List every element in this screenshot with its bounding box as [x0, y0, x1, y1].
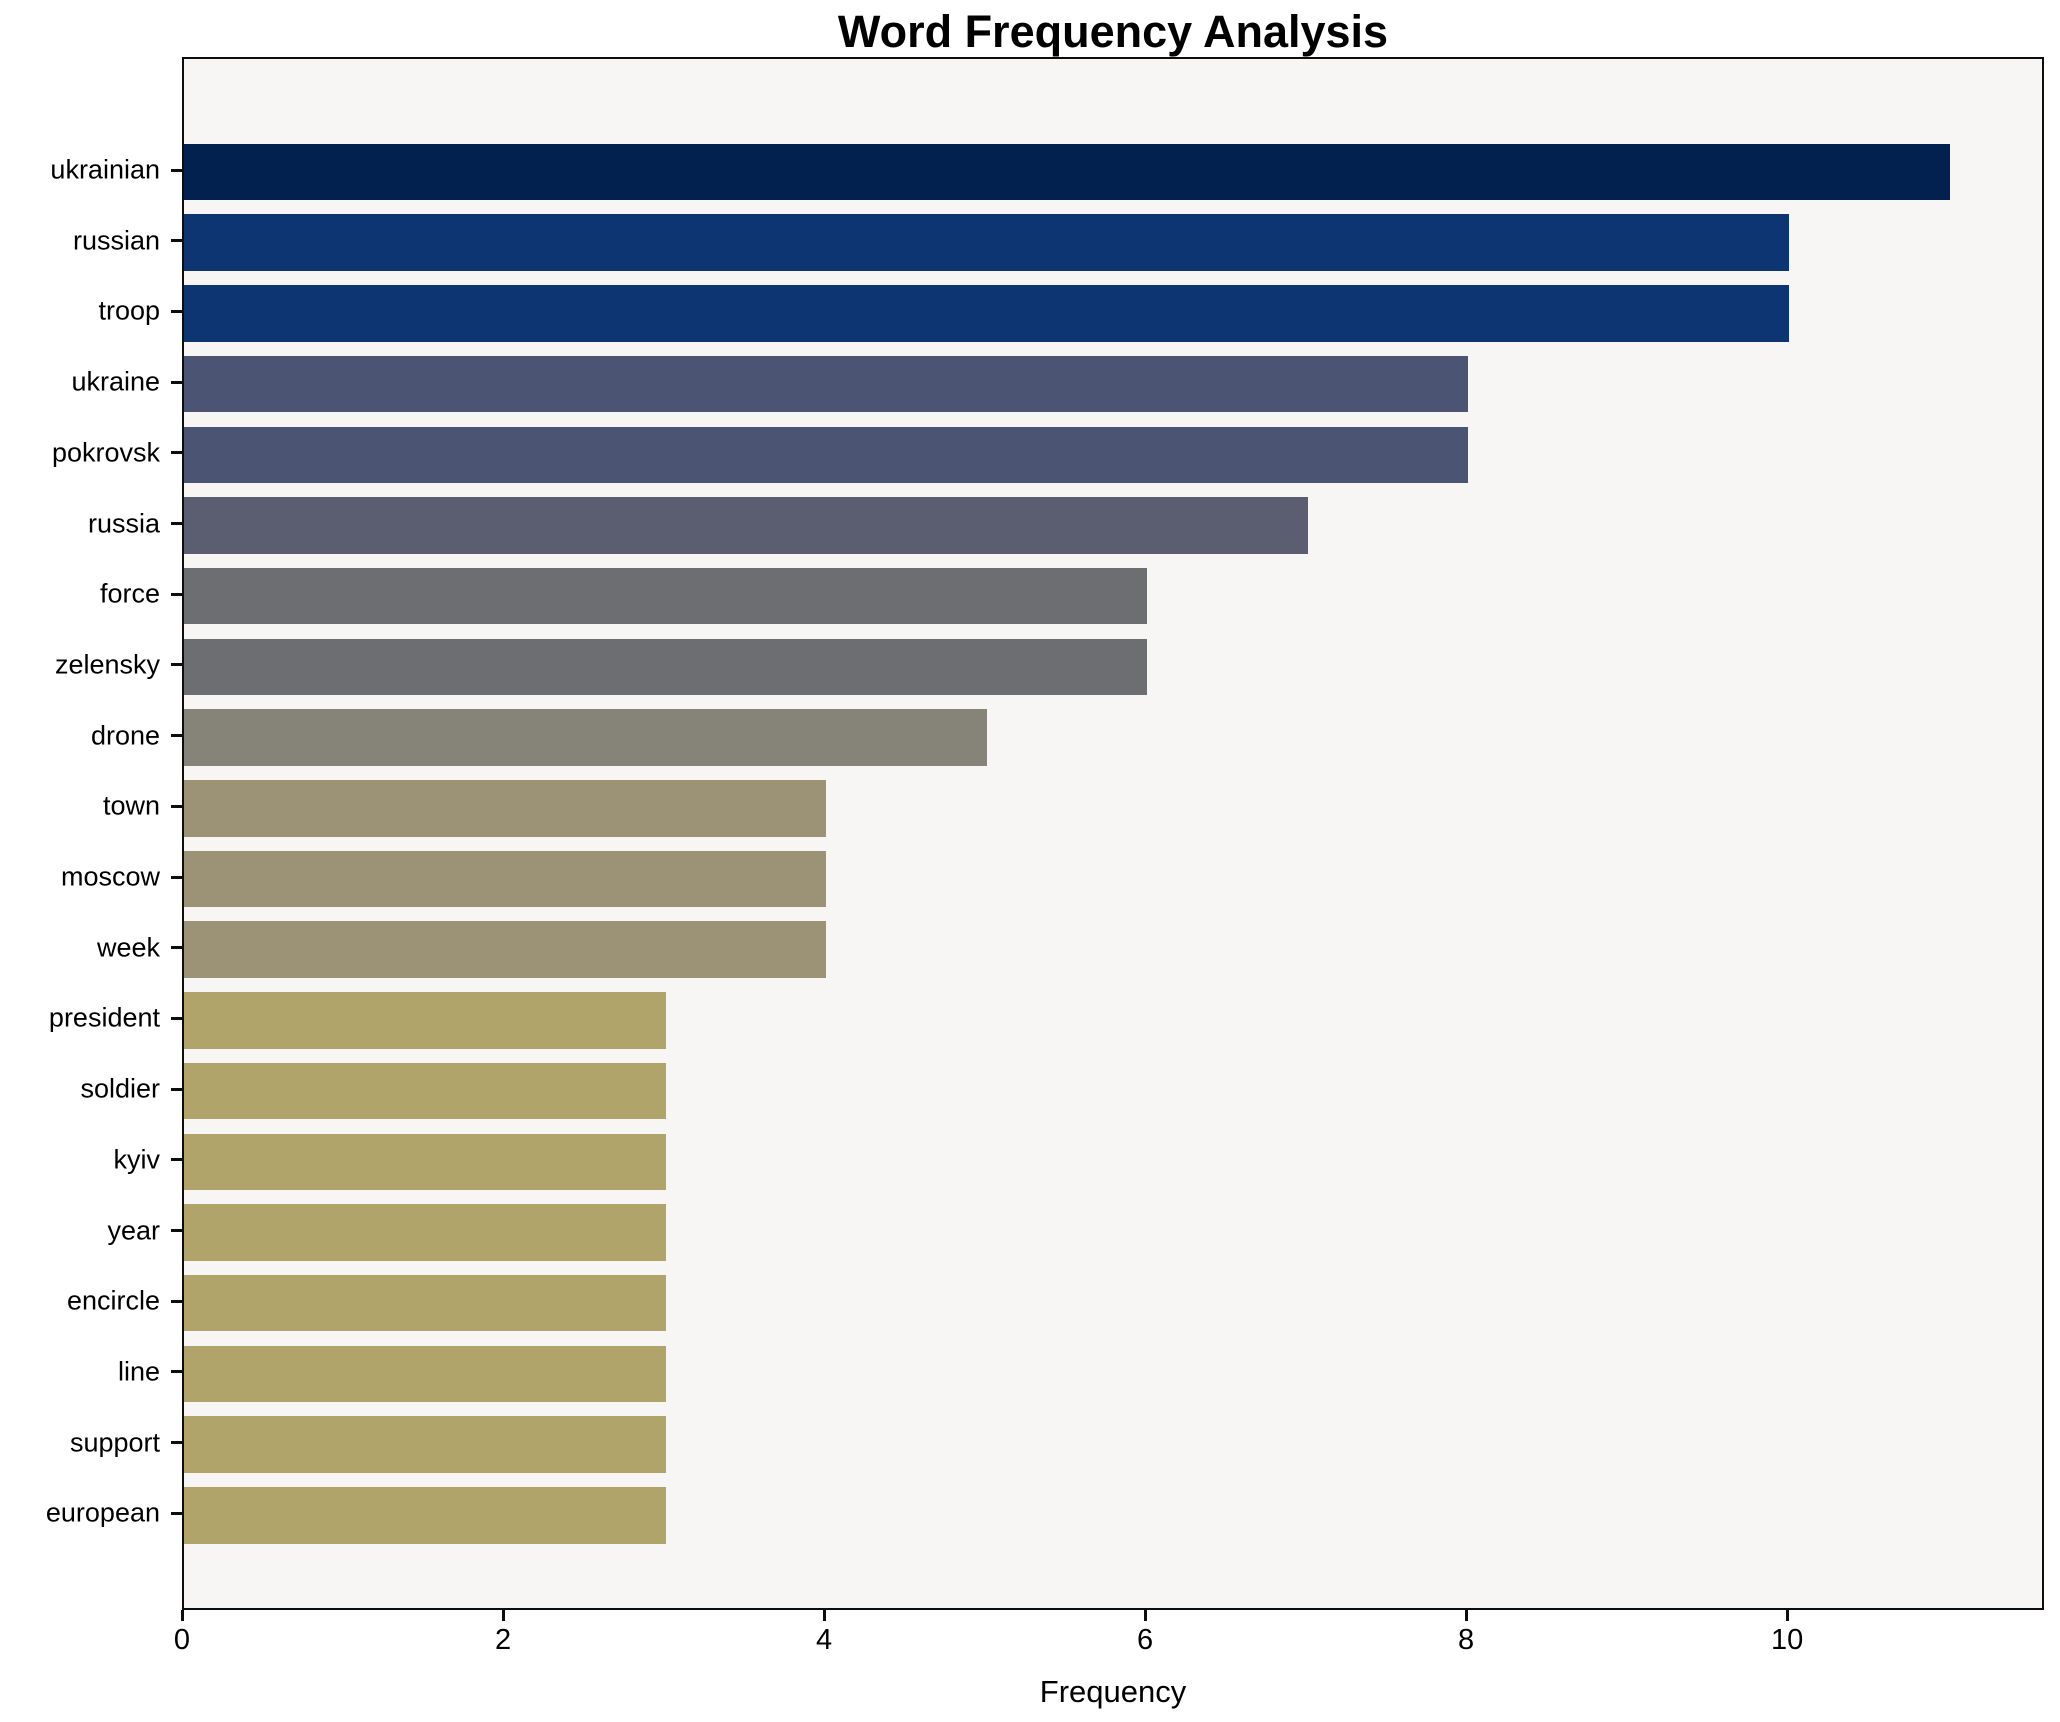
y-tick-mark	[171, 309, 182, 313]
bar-president	[184, 992, 666, 1049]
x-tick-label: 8	[1458, 1624, 1475, 1656]
x-tick-mark	[501, 1610, 505, 1621]
y-tick-mark	[171, 239, 182, 243]
y-tick-mark	[171, 1441, 182, 1445]
y-tick-mark	[171, 1016, 182, 1020]
y-tick-mark	[171, 592, 182, 596]
bar-moscow	[184, 850, 827, 908]
y-tick-label: soldier	[80, 1073, 160, 1104]
y-tick-label: pokrovsk	[51, 437, 160, 468]
y-tick-label: russian	[72, 225, 160, 256]
y-tick-mark	[171, 1299, 182, 1303]
y-tick-label: ukrainian	[50, 154, 160, 185]
y-tick-mark	[171, 663, 182, 667]
y-tick-mark	[171, 734, 182, 738]
y-tick-mark	[171, 1229, 182, 1232]
x-tick-mark	[180, 1610, 184, 1621]
x-tick-mark	[1785, 1610, 1789, 1621]
x-tick-mark	[1464, 1610, 1468, 1621]
bar-week	[184, 921, 827, 978]
chart-title: Word Frequency Analysis	[837, 6, 1389, 57]
y-tick-label: moscow	[60, 861, 160, 892]
x-tick-label: 0	[173, 1624, 191, 1656]
y-tick-mark	[171, 168, 182, 172]
bar-russian	[184, 214, 1790, 271]
x-axis-title: Frequency	[1039, 1674, 1187, 1709]
y-tick-mark	[171, 875, 182, 879]
y-tick-label: zelensky	[54, 649, 160, 680]
y-tick-label: year	[107, 1215, 160, 1245]
bar-encircle	[184, 1274, 666, 1332]
y-tick-mark	[171, 804, 182, 808]
y-tick-mark	[171, 522, 182, 525]
plot-area	[182, 57, 2044, 1610]
y-tick-label: drone	[90, 720, 160, 751]
bar-zelensky	[184, 638, 1148, 696]
bar-ukrainian	[184, 143, 1950, 201]
y-tick-label: troop	[98, 295, 160, 326]
y-tick-mark	[171, 946, 182, 950]
bar-kyiv	[184, 1133, 666, 1191]
bar-ukraine	[184, 355, 1469, 413]
y-tick-label: european	[45, 1497, 160, 1528]
x-tick-label: 4	[815, 1624, 833, 1656]
x-tick-mark	[822, 1610, 826, 1621]
y-tick-label: town	[102, 790, 160, 821]
y-tick-mark	[171, 1511, 182, 1515]
y-tick-label: president	[48, 1002, 160, 1033]
y-tick-label: force	[99, 578, 160, 609]
bar-year	[184, 1204, 666, 1261]
x-tick-label: 10	[1771, 1624, 1804, 1656]
y-tick-label: encircle	[66, 1285, 160, 1316]
x-tick-mark	[1143, 1610, 1147, 1621]
y-tick-mark	[171, 451, 182, 455]
y-tick-label: week	[96, 932, 160, 963]
bar-line	[184, 1345, 666, 1403]
bar-soldier	[184, 1062, 666, 1120]
y-tick-mark	[171, 1087, 182, 1091]
y-tick-label: kyiv	[113, 1144, 161, 1175]
y-tick-label: russia	[87, 508, 160, 538]
bar-drone	[184, 709, 987, 766]
y-tick-label: support	[69, 1427, 160, 1458]
bar-troop	[184, 285, 1790, 342]
bar-russia	[184, 497, 1308, 554]
y-tick-mark	[171, 1370, 182, 1374]
bar-force	[184, 567, 1148, 625]
bar-pokrovsk	[184, 426, 1469, 484]
y-tick-mark	[171, 1158, 182, 1162]
x-tick-label: 6	[1137, 1624, 1154, 1656]
y-tick-label: ukraine	[71, 366, 160, 397]
bar-support	[184, 1416, 666, 1473]
y-tick-label: line	[117, 1356, 160, 1387]
y-tick-mark	[171, 380, 182, 384]
bar-european	[184, 1487, 666, 1544]
bar-town	[184, 780, 827, 837]
x-tick-label: 2	[494, 1624, 512, 1656]
